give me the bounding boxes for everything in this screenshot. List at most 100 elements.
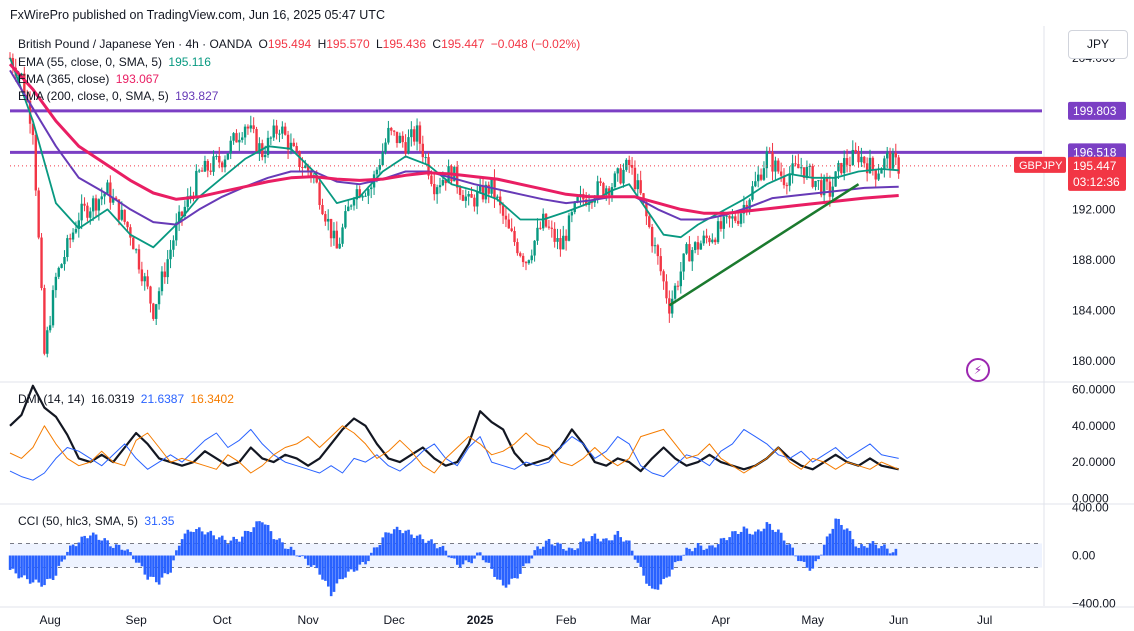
candle-body [407, 137, 410, 154]
cci-bar [825, 536, 829, 556]
candle-body [163, 271, 166, 278]
candle-body [470, 194, 473, 198]
ema365-label: EMA (365, close) [18, 72, 110, 86]
candle-body [894, 152, 897, 158]
cci-bar [871, 541, 875, 556]
candle-body [822, 178, 826, 196]
candle-body [278, 133, 281, 135]
cci-bar [550, 544, 554, 556]
candle-body [461, 195, 465, 201]
candle-body [212, 156, 215, 172]
cci-bar [28, 555, 32, 584]
cci-bar [539, 548, 542, 556]
cci-bar [364, 555, 367, 565]
price-axis-tick: 192.000 [1072, 202, 1116, 216]
candle-body [169, 249, 172, 260]
candle-body [232, 133, 235, 141]
cci-bar [46, 555, 49, 580]
candle-body [779, 171, 783, 176]
candle-body [401, 135, 404, 143]
cci-bar [215, 539, 218, 556]
cci-bar [83, 535, 86, 556]
cci-bar [573, 550, 577, 556]
candle-body [126, 221, 129, 228]
candle-body [384, 142, 387, 153]
candle-body [467, 194, 470, 197]
candle-body [814, 181, 817, 187]
cci-bar [768, 523, 772, 556]
cci-bar [837, 518, 840, 556]
candle-body [23, 73, 26, 95]
candle-body [103, 193, 106, 197]
candle-body [292, 142, 295, 147]
candle-body [298, 151, 301, 168]
time-axis-tick: Mar [630, 613, 651, 627]
ema200-legend[interactable]: EMA (200, close, 0, SMA, 5) 193.827 [18, 89, 221, 103]
cci-bar [613, 534, 617, 556]
candle-body [83, 203, 86, 206]
candle-body [235, 133, 238, 143]
candle-body [289, 142, 293, 150]
cci-bar [413, 537, 416, 556]
cci-bar [54, 555, 58, 576]
cci-bar [349, 555, 353, 570]
candle-body [599, 181, 602, 184]
cci-bar [132, 555, 135, 560]
cci-bar [117, 544, 121, 556]
cci-bar [590, 536, 594, 556]
candle-body [43, 288, 46, 354]
cci-legend[interactable]: CCI (50, hlc3, SMA, 5) 31.35 [18, 514, 177, 528]
candle-body [358, 189, 361, 198]
candle-body [553, 228, 556, 242]
cci-bar [435, 548, 439, 556]
candle-body [705, 235, 708, 239]
cci-bar [648, 555, 651, 586]
candle-body [693, 242, 697, 251]
candle-body [137, 249, 141, 270]
cci-bar [570, 548, 574, 556]
cci-bar [404, 530, 407, 556]
symbol-name[interactable]: British Pound / Japanese Yen · 4h · OAND… [18, 37, 253, 51]
cci-bar [607, 540, 611, 556]
cci-bar [332, 555, 336, 592]
dmi-minus-value: 16.3402 [190, 392, 234, 406]
cci-bar [292, 549, 296, 556]
candle-body [848, 164, 852, 166]
candle-body [673, 285, 677, 299]
candle-body [699, 243, 703, 250]
lightning-icon[interactable]: ⚡ [966, 358, 990, 382]
cci-bar [562, 549, 565, 556]
candle-body [109, 182, 112, 203]
cci-bar [286, 548, 290, 556]
ema365-legend[interactable]: EMA (365, close) 193.067 [18, 72, 162, 86]
candle-body [696, 242, 700, 250]
low-label: L [375, 37, 383, 51]
cci-bar [295, 555, 299, 557]
candle-body [318, 182, 321, 205]
candle-body [714, 239, 717, 243]
candle-body [157, 291, 161, 305]
dmi-legend[interactable]: DMI (14, 14) 16.0319 21.6387 16.3402 [18, 392, 237, 406]
cci-bar [708, 545, 711, 556]
cci-bar [751, 534, 754, 556]
cci-bar [863, 546, 866, 556]
candle-body [269, 137, 273, 139]
candle-body [564, 235, 568, 241]
cci-bar [415, 535, 419, 556]
cci-bar [622, 541, 625, 556]
candle-body [48, 325, 52, 331]
cci-bar [883, 544, 886, 556]
candle-body [146, 276, 149, 287]
cci-bar [51, 555, 55, 581]
candle-body [630, 164, 634, 168]
candle-body [613, 173, 617, 188]
candle-body [63, 256, 66, 265]
currency-button[interactable]: JPY [1068, 30, 1128, 59]
candle-body [736, 220, 740, 224]
candle-body [567, 215, 571, 241]
cci-bar [372, 547, 376, 556]
ema55-legend[interactable]: EMA (55, close, 0, SMA, 5) 195.116 [18, 55, 214, 69]
change-value: −0.048 (−0.02%) [490, 37, 581, 51]
cci-bar [487, 555, 491, 563]
